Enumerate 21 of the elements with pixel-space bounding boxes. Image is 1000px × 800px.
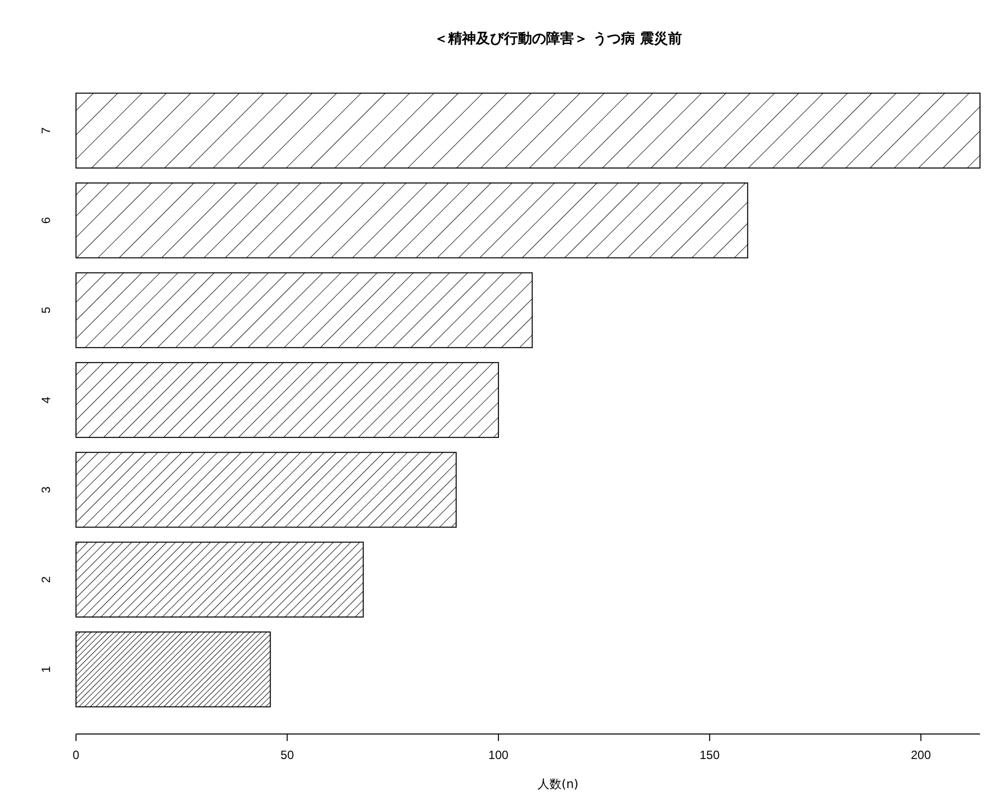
y-tick-label: 2	[39, 576, 53, 583]
chart-title: ＜精神及び行動の障害＞ うつ病 震災前	[434, 30, 682, 47]
bar	[76, 92, 980, 169]
bar	[76, 272, 533, 348]
bar	[76, 452, 457, 528]
y-tick-label: 6	[39, 216, 53, 224]
bar	[76, 182, 748, 258]
y-tick-label: 4	[39, 396, 53, 404]
x-tick-label: 50	[280, 748, 294, 762]
bar	[76, 631, 271, 708]
x-tick-label: 150	[700, 748, 720, 762]
y-tick-label: 5	[39, 306, 53, 314]
bar	[76, 362, 499, 438]
x-axis-title: 人数(n)	[538, 777, 578, 791]
x-tick-label: 200	[910, 748, 932, 762]
y-tick-label: 3	[39, 486, 53, 494]
y-tick-label: 1	[39, 666, 53, 673]
y-tick-label: 7	[39, 126, 53, 134]
x-tick-label: 0	[72, 748, 80, 762]
x-tick-label: 100	[488, 748, 509, 762]
bar	[76, 542, 364, 618]
